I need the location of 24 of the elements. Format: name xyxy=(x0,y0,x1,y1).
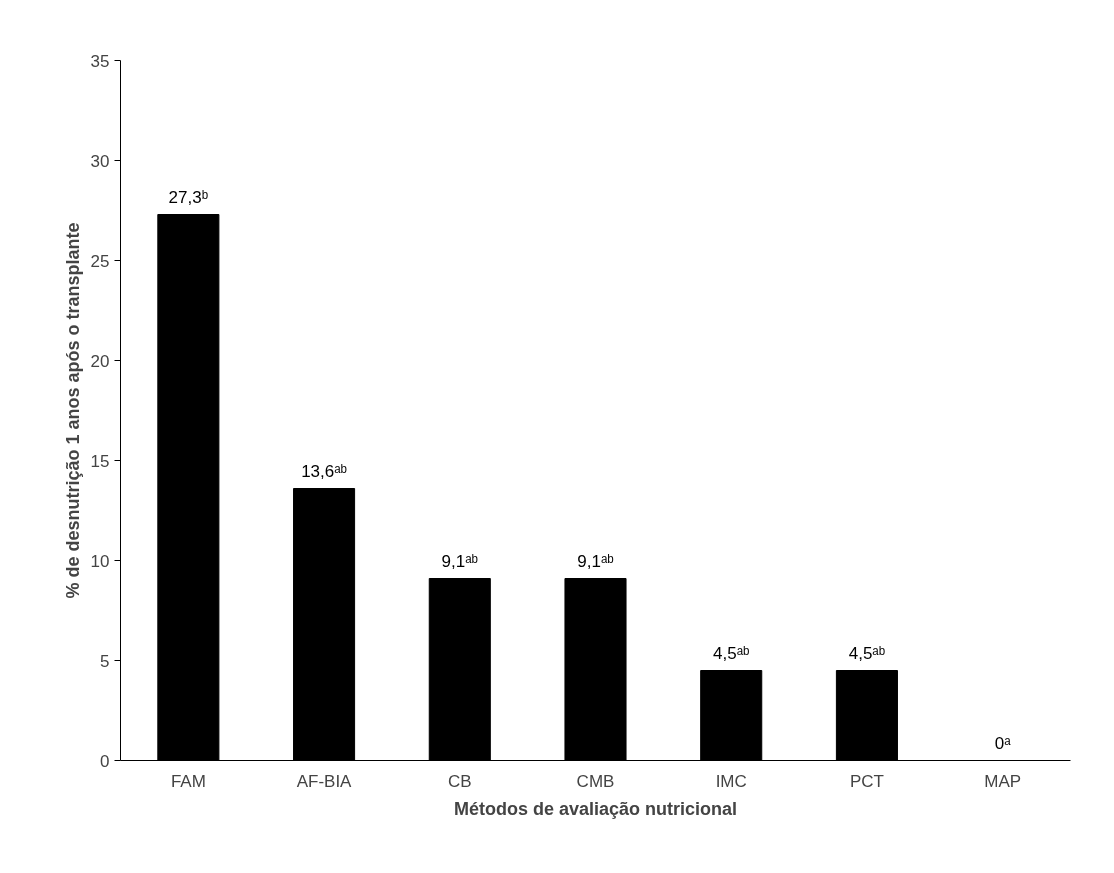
y-tick-label: 35 xyxy=(90,51,110,71)
x-tick-label: AF-BIA xyxy=(296,771,353,791)
text: 9,1ᵃᵇ xyxy=(441,551,478,571)
y-tick-label: 5 xyxy=(100,651,110,671)
text: 27,3ᵇ xyxy=(168,187,209,207)
y-tick-label: 25 xyxy=(90,251,110,271)
y-tick-label: 30 xyxy=(90,151,110,171)
text: 0ᵃ xyxy=(994,733,1011,753)
x-axis-title: Métodos de avaliação nutricional xyxy=(453,798,738,819)
y-axis-title: % de desnutrição 1 anos após o transplante xyxy=(62,222,83,599)
text: 4,5ᵃᵇ xyxy=(848,643,886,663)
x-tick-label: CB xyxy=(447,771,472,791)
y-tick-label: 15 xyxy=(90,451,110,471)
x-tick-label: CMB xyxy=(576,771,615,791)
x-tick-label: MAP xyxy=(984,771,1022,791)
x-tick-label: IMC xyxy=(715,771,747,791)
x-tick-label: PCT xyxy=(849,771,884,791)
text: 13,6ᵃᵇ xyxy=(301,461,347,481)
text: 4,5ᵃᵇ xyxy=(713,643,750,663)
text: 9,1ᵃᵇ xyxy=(577,551,614,571)
x-tick-label: FAM xyxy=(170,771,206,791)
y-tick-label: 10 xyxy=(90,551,110,571)
y-tick-label: 20 xyxy=(90,351,110,371)
y-tick-label: 0 xyxy=(100,751,110,771)
